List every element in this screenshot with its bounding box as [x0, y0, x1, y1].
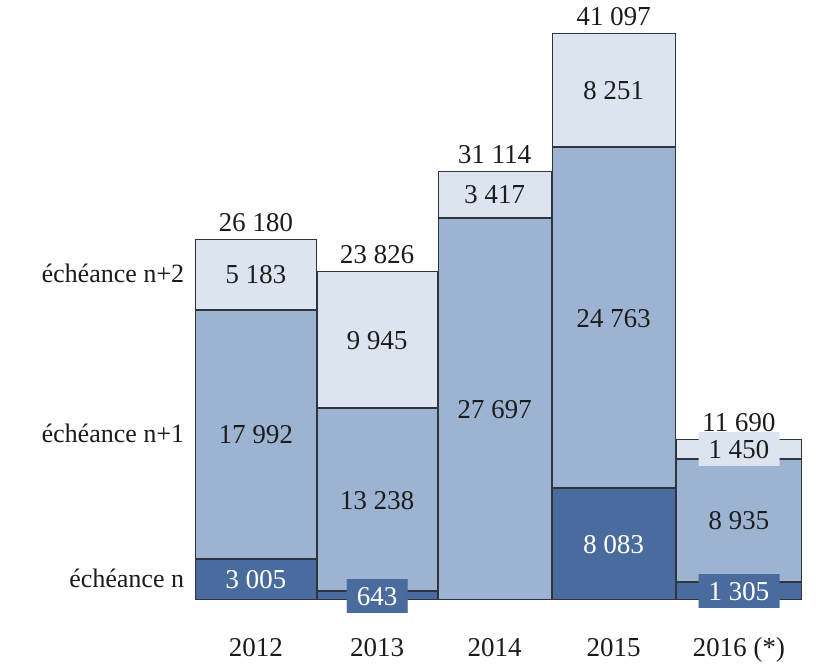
bar-segment-2012-s0 — [195, 558, 317, 600]
segment-value-label: 24 763 — [576, 302, 651, 333]
segment-value-label: 5 183 — [225, 259, 287, 290]
segment-value-label: 8 251 — [583, 74, 644, 105]
bar-total-label: 41 097 — [576, 0, 651, 31]
bar-segment-2015-s2 — [551, 32, 676, 147]
bar-segment-2012-s2 — [195, 238, 317, 311]
bar-total-label: 23 826 — [339, 239, 415, 270]
bar-total-label: 26 180 — [218, 206, 293, 237]
segment-value-label: 3 417 — [464, 179, 525, 210]
bar-segment-2012-s1 — [195, 310, 317, 559]
x-axis-label: 2016 (*) — [692, 632, 785, 662]
segment-value-label: 27 697 — [457, 393, 532, 424]
bar-segment-2014-s1 — [437, 217, 552, 600]
segment-value-badge: 1 450 — [698, 431, 780, 466]
bar-segment-2014-s2 — [437, 170, 552, 218]
segment-value-label: 8 083 — [583, 529, 644, 560]
segment-value-label: 9 945 — [346, 324, 408, 355]
bar-segment-2015-s0 — [551, 488, 676, 600]
x-axis-label: 2015 — [586, 632, 641, 662]
row-label-echeance-n1: échéance n+1 — [41, 419, 184, 449]
segment-value-label: 3 005 — [225, 564, 287, 595]
x-axis-label: 2014 — [467, 632, 522, 662]
x-axis-label: 2013 — [350, 632, 404, 662]
row-label-echeance-n2: échéance n+2 — [41, 259, 184, 289]
bar-total-label: 31 114 — [457, 138, 532, 169]
bar-segment-2013-s2 — [316, 271, 438, 409]
x-axis-label: 2012 — [228, 632, 283, 662]
bar-segment-2015-s1 — [551, 146, 676, 489]
segment-value-badge: 643 — [346, 578, 408, 613]
segment-value-label: 8 935 — [708, 505, 770, 536]
segment-value-label: 17 992 — [218, 419, 293, 450]
bar-segment-2016-s1 — [675, 458, 802, 582]
segment-value-badge: 1 305 — [698, 573, 780, 608]
segment-value-label: 13 238 — [339, 484, 415, 515]
row-label-echeance-n: échéance n — [69, 564, 184, 594]
